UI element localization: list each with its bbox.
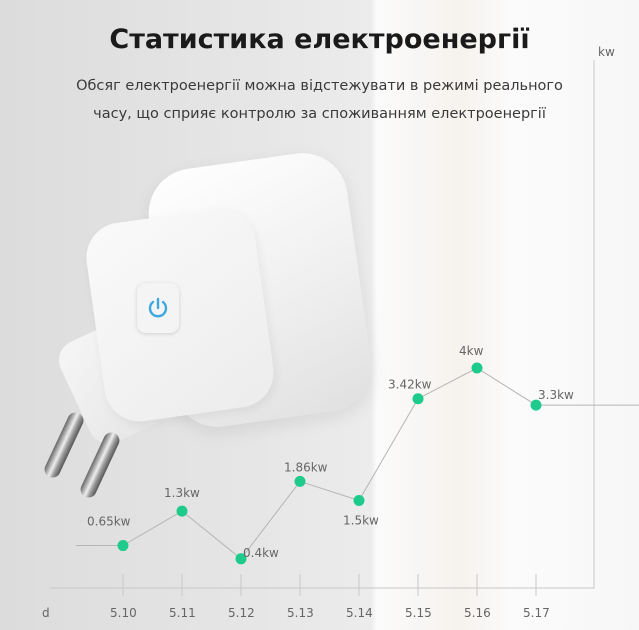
data-point xyxy=(353,495,365,506)
data-label: 0.4kw xyxy=(243,546,279,560)
x-tick-label: 5.11 xyxy=(169,606,196,620)
power-icon xyxy=(148,297,168,318)
data-point xyxy=(530,399,542,411)
data-label: 1.86kw xyxy=(284,460,328,474)
power-button xyxy=(137,283,179,333)
data-point xyxy=(176,505,188,517)
data-label: 3.3kw xyxy=(538,388,574,402)
data-label: 0.65kw xyxy=(87,515,131,529)
data-label: 4kw xyxy=(459,344,484,358)
data-point xyxy=(294,475,306,487)
data-point xyxy=(235,553,247,565)
data-point xyxy=(471,362,483,374)
x-tick-label: 5.16 xyxy=(464,606,491,620)
series-line xyxy=(76,367,639,560)
subtitle-line-2: часу, що сприяє контролю за споживанням … xyxy=(93,106,546,122)
page-title: Статистика електроенергії xyxy=(109,24,530,55)
subtitle-line-1: Обсяг електроенергії можна відстежувати … xyxy=(76,78,563,94)
x-tick-label: 5.14 xyxy=(346,606,373,620)
x-tick-label: 5.17 xyxy=(523,606,550,620)
x-tick-label: 5.12 xyxy=(228,606,255,620)
axis-line xyxy=(50,60,595,589)
x-axis-label: d xyxy=(42,606,50,620)
data-point xyxy=(412,393,424,405)
data-point xyxy=(117,540,129,552)
y-axis-label: kw xyxy=(598,45,615,59)
data-label: 3.42kw xyxy=(388,378,432,392)
data-label: 1.3kw xyxy=(164,486,200,500)
data-label: 1.5kw xyxy=(343,514,379,528)
x-tick-label: 5.10 xyxy=(110,606,137,620)
x-tick-label: 5.13 xyxy=(287,606,314,620)
x-tick-label: 5.15 xyxy=(405,606,432,620)
